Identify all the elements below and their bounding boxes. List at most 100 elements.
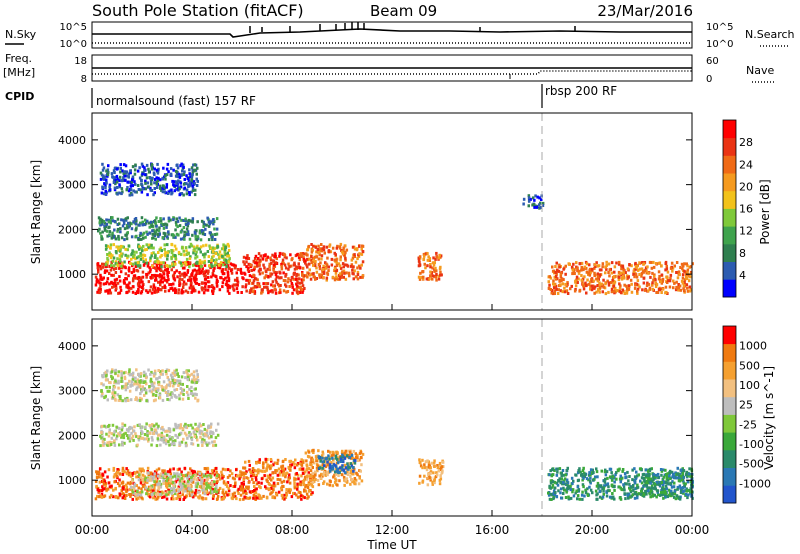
- power-cell: [178, 284, 181, 287]
- power-cell: [418, 263, 422, 267]
- cpid-label: CPID: [5, 90, 34, 103]
- velocity-cell: [255, 473, 258, 477]
- power-cell: [170, 249, 173, 252]
- velocity-cell: [227, 489, 231, 493]
- velocity-cell: [560, 471, 563, 475]
- power-colorbar-swatch: [723, 243, 736, 262]
- power-cell: [158, 178, 162, 182]
- power-cell: [351, 245, 355, 249]
- velocity-cell: [296, 463, 299, 467]
- velocity-cell: [141, 473, 145, 477]
- velocity-cell: [283, 467, 287, 471]
- velocity-cell: [672, 472, 675, 476]
- velocity-cell: [688, 467, 691, 471]
- velocity-cell: [646, 489, 650, 493]
- power-cell: [641, 261, 644, 264]
- velocity-cell: [222, 480, 226, 484]
- power-cell: [287, 262, 290, 266]
- velocity-cell: [603, 470, 607, 474]
- power-cell: [127, 289, 131, 293]
- power-cell: [149, 188, 152, 192]
- velocity-cell: [157, 433, 161, 437]
- power-cell: [584, 281, 587, 285]
- velocity-cell: [358, 476, 361, 480]
- power-cell: [104, 265, 107, 269]
- power-cell: [106, 174, 109, 178]
- velocity-cell: [351, 456, 355, 460]
- velocity-cell: [642, 472, 646, 476]
- velocity-cell: [581, 475, 584, 478]
- velocity-cell: [147, 471, 150, 475]
- power-cell: [180, 264, 183, 268]
- power-cell: [296, 281, 299, 285]
- power-cell: [195, 172, 198, 176]
- velocity-cell: [353, 461, 357, 465]
- velocity-cell: [192, 430, 196, 434]
- power-cell: [150, 254, 153, 258]
- power-cell: [432, 263, 436, 267]
- power-cell: [607, 271, 610, 274]
- power-cell: [172, 273, 176, 277]
- velocity-cell: [675, 494, 679, 498]
- velocity-cell: [159, 485, 163, 489]
- power-cell: [552, 282, 555, 286]
- velocity-cell: [426, 483, 430, 487]
- power-cell: [245, 256, 248, 260]
- velocity-cell: [98, 480, 102, 484]
- velocity-cell: [328, 457, 331, 461]
- power-cell: [620, 267, 623, 271]
- power-cell: [573, 289, 577, 293]
- velocity-cell: [423, 474, 426, 478]
- power-cell: [118, 258, 122, 262]
- power-cell: [151, 232, 155, 236]
- velocity-cell: [123, 423, 127, 427]
- velocity-cell: [178, 467, 181, 471]
- power-cell: [178, 175, 182, 179]
- velocity-cell: [585, 477, 589, 481]
- power-cell: [675, 271, 678, 274]
- power-cell: [154, 230, 158, 234]
- power-cell: [322, 264, 325, 268]
- velocity-cell: [333, 473, 336, 477]
- velocity-cell: [314, 473, 317, 477]
- power-cell: [256, 278, 259, 282]
- power-cell: [132, 277, 135, 281]
- power-cell: [114, 237, 118, 241]
- velocity-cell: [190, 438, 194, 442]
- power-cell: [646, 281, 649, 285]
- power-cell: [114, 284, 118, 287]
- power-cell: [430, 271, 433, 275]
- velocity-cell: [574, 491, 577, 495]
- velocity-cell: [168, 470, 171, 474]
- power-cell: [236, 268, 240, 271]
- power-cell: [107, 220, 111, 224]
- power-cell: [666, 281, 669, 284]
- power-cell: [118, 279, 122, 283]
- power-cell: [527, 194, 531, 198]
- power-cell: [190, 190, 193, 194]
- power-cell: [170, 286, 174, 290]
- power-cell: [284, 274, 287, 278]
- velocity-cell: [331, 456, 334, 460]
- power-cell: [256, 283, 259, 287]
- velocity-cell: [603, 484, 606, 488]
- power-cell: [182, 173, 186, 176]
- velocity-cell: [327, 454, 330, 458]
- velocity-cell: [310, 492, 313, 496]
- power-cell: [144, 258, 147, 262]
- velocity-cell: [192, 474, 195, 477]
- power-cell: [187, 251, 190, 255]
- power-cell: [118, 275, 121, 279]
- velocity-cell: [280, 465, 283, 469]
- power-colorbar-swatch: [723, 261, 736, 280]
- power-cell: [269, 274, 272, 278]
- power-cell: [345, 248, 349, 252]
- power-cell: [320, 257, 323, 261]
- velocity-cell: [334, 470, 337, 474]
- velocity-cell: [235, 497, 238, 501]
- power-cell: [236, 283, 239, 287]
- velocity-cell: [284, 458, 287, 461]
- power-cell: [218, 250, 222, 254]
- velocity-cell: [319, 464, 322, 468]
- velocity-cell: [674, 474, 677, 478]
